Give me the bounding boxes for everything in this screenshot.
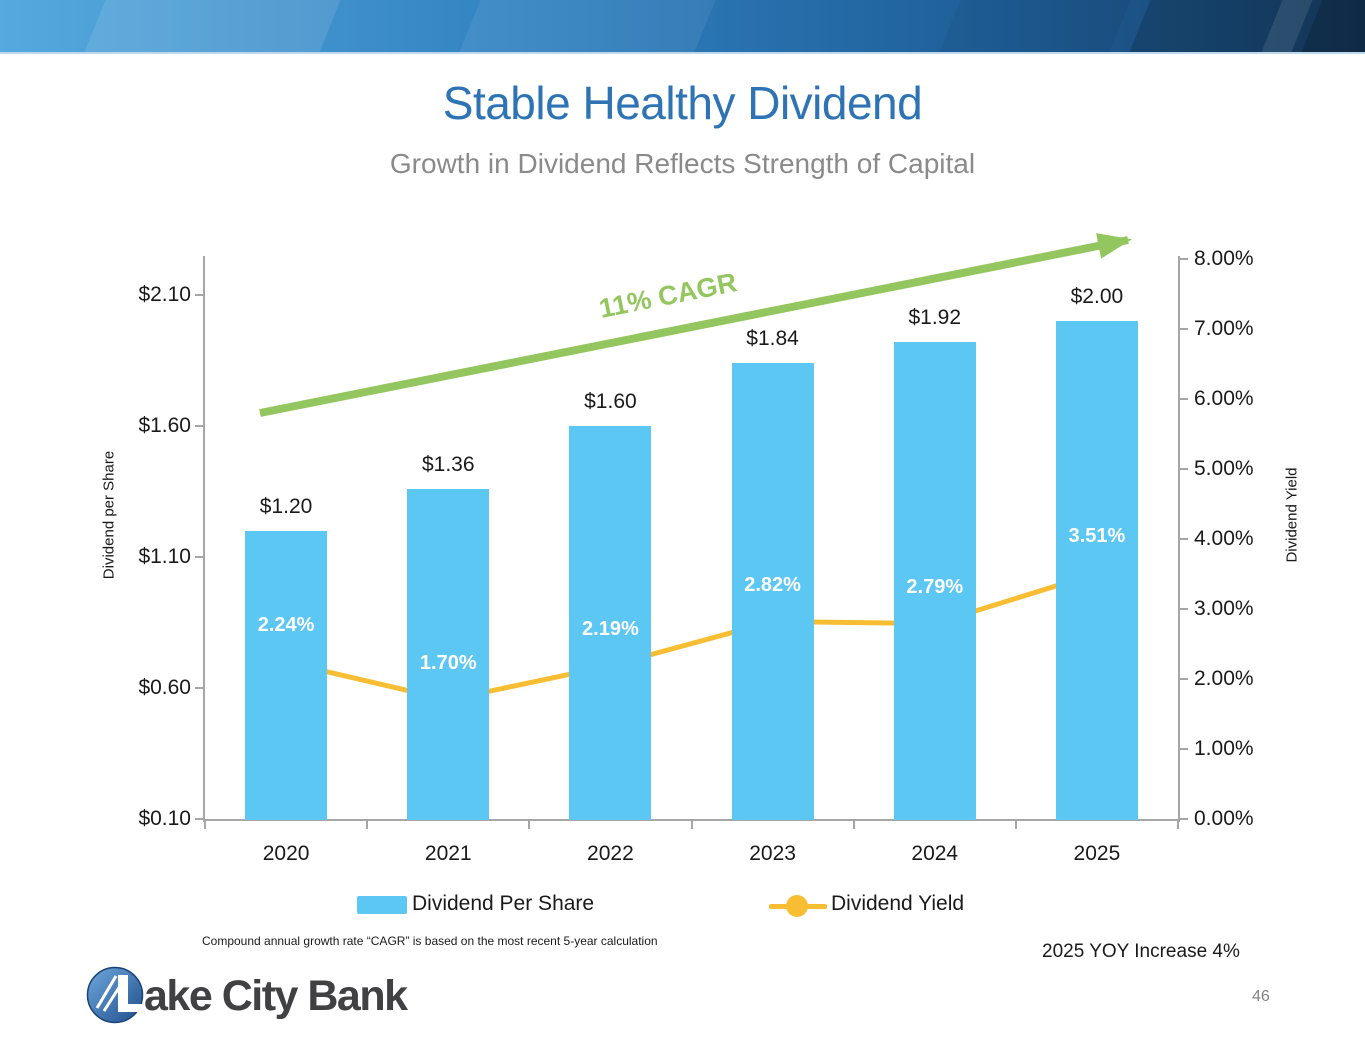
yield-label-2024: 2.79%: [906, 575, 964, 598]
logo-l-mark: [118, 975, 152, 1012]
bar-2022: [569, 426, 652, 820]
left-axis-tick-label: $2.10: [138, 283, 191, 307]
right-axis-tick: [1180, 257, 1188, 260]
legend-label-dividend-yield: Dividend Yield: [831, 892, 965, 915]
bar-label-2022: $1.60: [584, 390, 637, 414]
x-axis-tick: [204, 821, 206, 829]
right-axis-title: Dividend Yield: [1283, 467, 1301, 563]
legend-label-dividend-per-share: Dividend Per Share: [412, 892, 595, 915]
page-title: Stable Healthy Dividend: [442, 77, 923, 129]
logo-text: ake City Bank: [144, 972, 408, 1020]
bar-label-2025: $2.00: [1070, 285, 1124, 309]
bar-2024: [893, 342, 976, 820]
left-axis-tick: [195, 294, 203, 297]
bar-label-2023: $1.84: [746, 327, 799, 351]
bar-label-2020: $1.20: [259, 494, 313, 518]
page-subtitle: Growth in Dividend Reflects Strength of …: [389, 148, 976, 179]
right-axis-tick: [1180, 818, 1188, 820]
x-axis-label-2020: 2020: [262, 842, 310, 865]
bar-label-2021: $1.36: [421, 453, 475, 477]
x-axis-tick: [852, 821, 855, 829]
right-axis-tick: [1180, 607, 1188, 610]
right-axis-tick: [1180, 747, 1188, 750]
left-axis-line: [203, 256, 205, 822]
yield-label-2023: 2.82%: [744, 573, 801, 596]
right-axis-tick: [1180, 537, 1188, 540]
right-axis-tick-label: 2.00%: [1194, 666, 1254, 690]
right-axis-tick: [1180, 467, 1188, 470]
bar-2025: [1055, 321, 1138, 820]
right-axis-tick-label: 7.00%: [1194, 316, 1254, 340]
right-axis-tick-label: 8.00%: [1194, 246, 1254, 270]
x-axis-label-2024: 2024: [911, 842, 959, 865]
legend-bar-swatch: [357, 896, 407, 914]
cagr-annotation: 11% CAGR: [596, 267, 740, 324]
right-axis-tick-label: 5.00%: [1194, 456, 1254, 480]
bar-2021: [407, 489, 490, 820]
x-axis-label-2022: 2022: [587, 842, 634, 865]
x-axis-label-2025: 2025: [1073, 842, 1121, 865]
bar-2020: [245, 530, 328, 820]
left-axis-tick-label: $0.60: [138, 676, 191, 700]
x-axis-label-2021: 2021: [424, 842, 472, 865]
left-axis-tick-label: $0.10: [138, 807, 191, 830]
right-axis-tick: [1180, 397, 1188, 400]
cagr-footnote: Compound annual growth rate “CAGR” is ba…: [202, 934, 658, 948]
right-axis-tick-label: 4.00%: [1194, 526, 1254, 550]
left-axis-tick: [195, 818, 203, 820]
legend-dot-swatch: [786, 895, 808, 917]
left-axis-tick-label: $1.60: [138, 414, 191, 438]
right-axis-tick-label: 3.00%: [1194, 596, 1254, 620]
x-axis-tick: [1014, 821, 1017, 829]
logo-sail-line: [102, 985, 122, 1012]
x-axis-tick: [528, 821, 531, 829]
yield-label-2021: 1.70%: [419, 651, 477, 674]
bar-2023: [731, 363, 814, 820]
top-banner: [0, 0, 1365, 54]
logo-sail-line: [95, 975, 118, 1009]
left-axis-tick: [195, 425, 203, 428]
left-axis-tick: [195, 687, 203, 690]
bar-label-2024: $1.92: [908, 306, 962, 330]
x-axis-tick: [1177, 821, 1179, 829]
right-axis-line: [1178, 256, 1180, 822]
page-number: 46: [1252, 988, 1270, 1005]
x-axis-tick: [690, 821, 693, 829]
right-axis-tick-label: 0.00%: [1194, 807, 1254, 830]
lake-city-bank-logo: ake City Bank: [86, 966, 410, 1024]
x-axis-tick: [366, 821, 369, 829]
right-axis-tick-label: 1.00%: [1194, 736, 1254, 760]
left-axis-tick: [195, 556, 203, 559]
yield-label-2022: 2.19%: [582, 617, 639, 640]
right-axis-tick: [1180, 677, 1188, 680]
yoy-increase-note: 2025 YOY Increase 4%: [1042, 941, 1240, 962]
yield-label-2020: 2.24%: [257, 614, 315, 637]
right-axis-tick: [1180, 327, 1188, 330]
left-axis-tick-label: $1.10: [138, 545, 191, 569]
yield-label-2025: 3.51%: [1068, 525, 1126, 548]
right-axis-tick-label: 6.00%: [1194, 386, 1254, 410]
x-axis-label-2023: 2023: [749, 842, 796, 865]
x-axis-line: [203, 819, 1180, 821]
